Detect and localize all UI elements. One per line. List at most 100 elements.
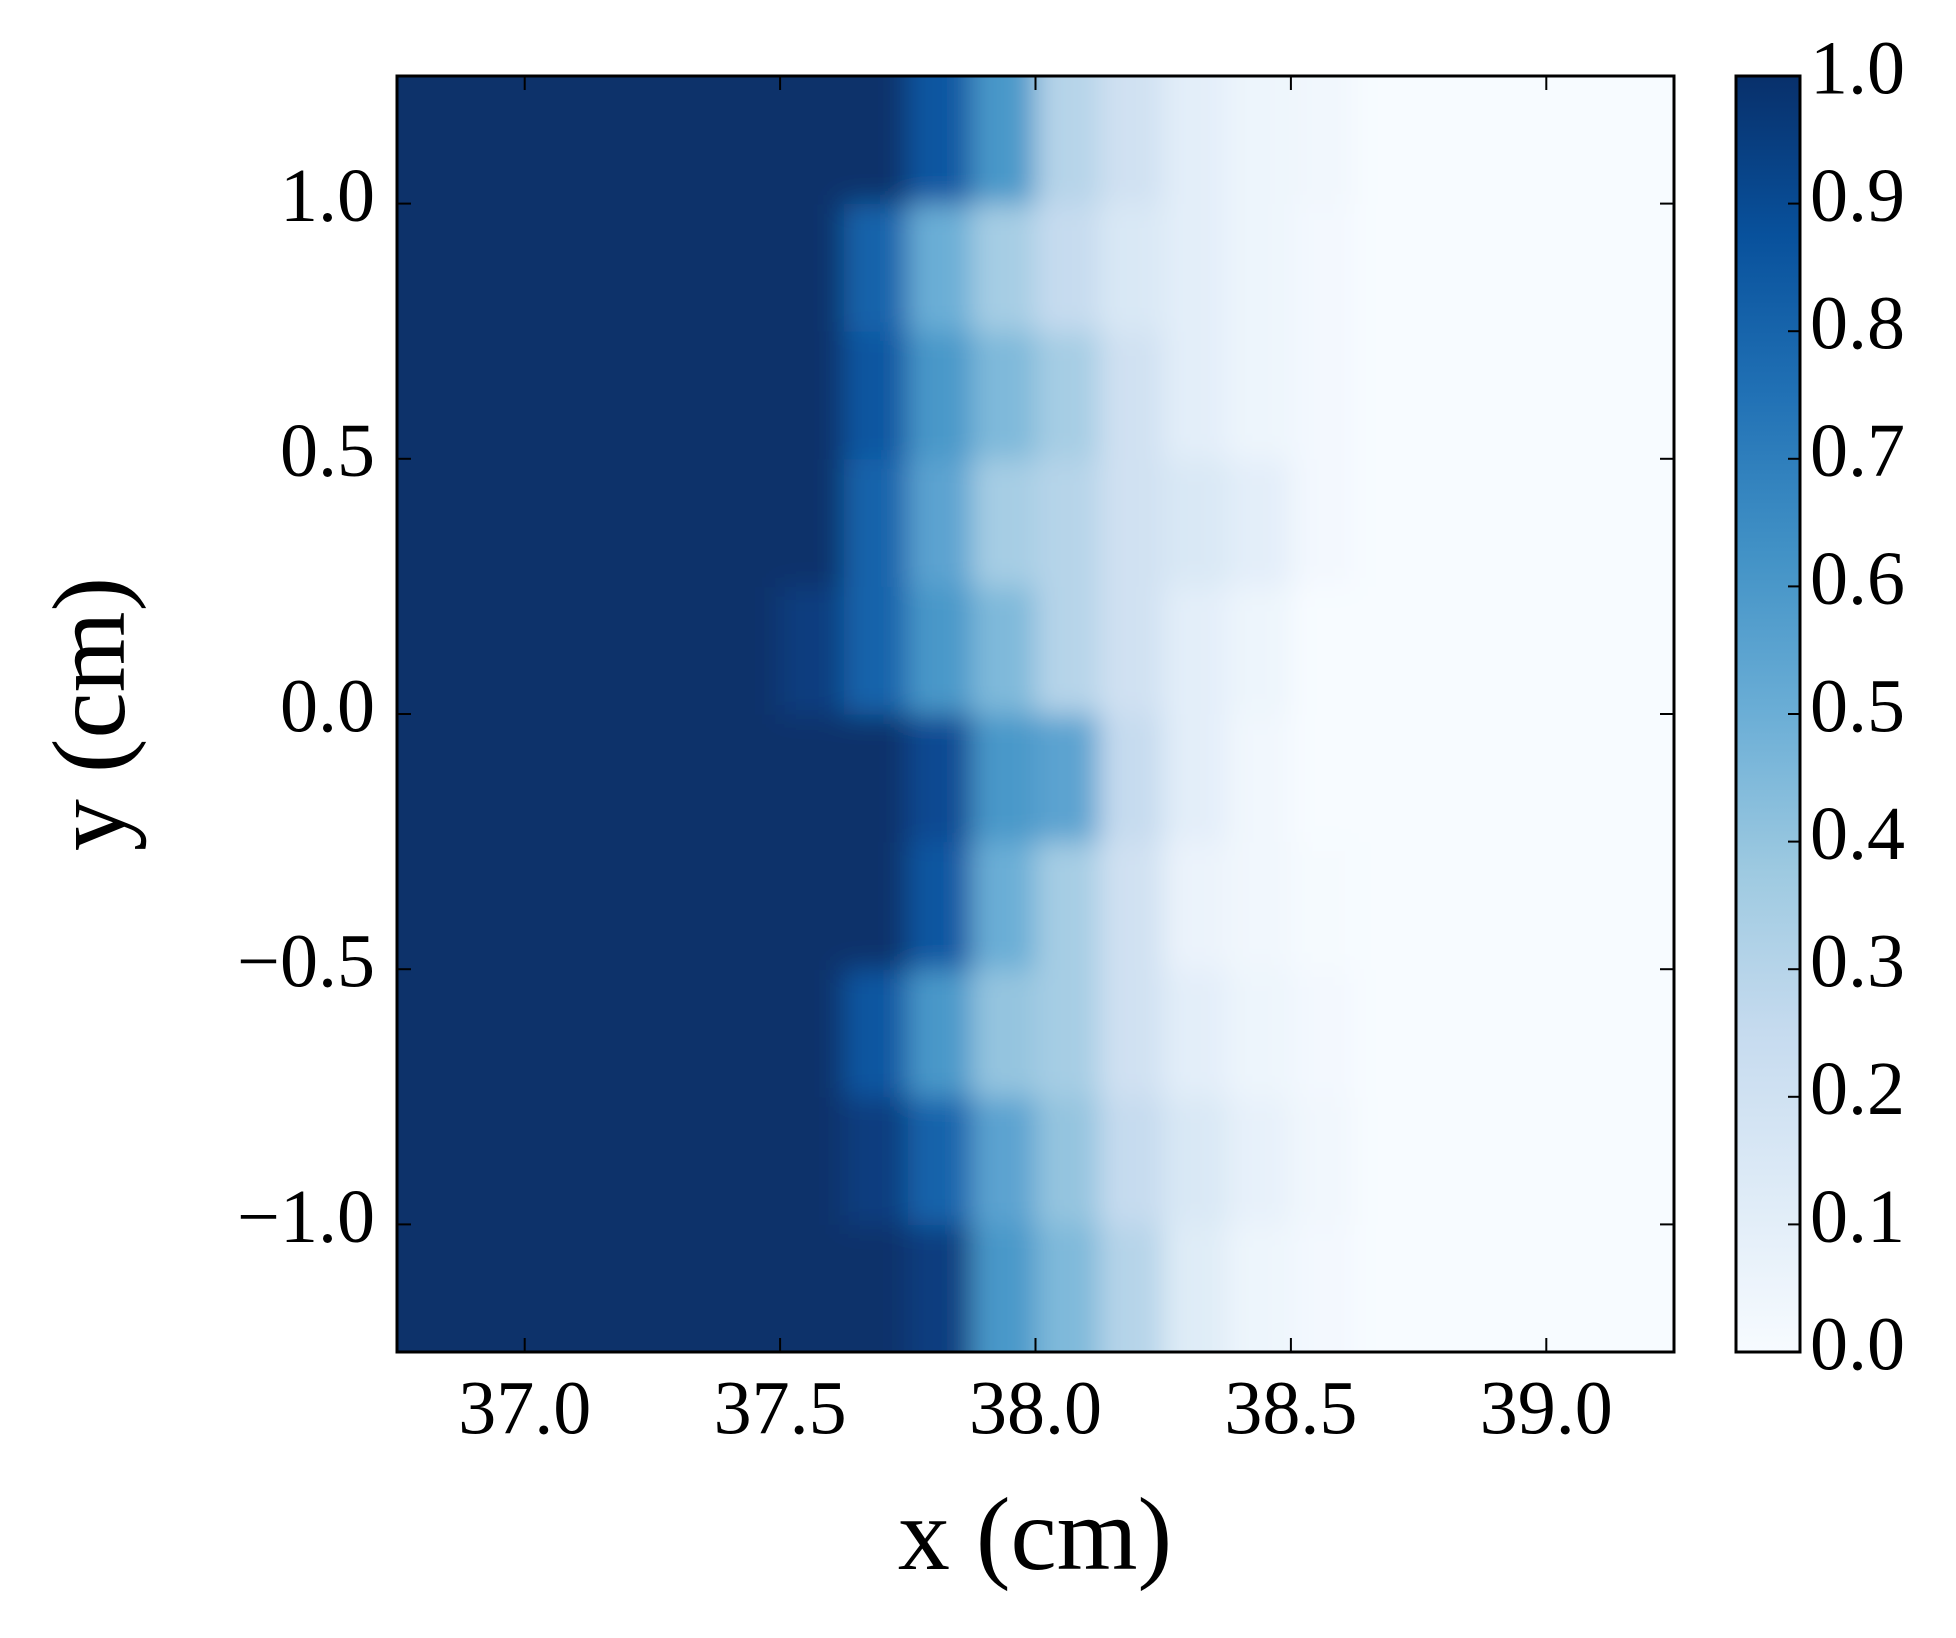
heatmap-cell (780, 331, 845, 460)
heatmap-cell (1290, 76, 1356, 205)
x-tick-label: 37.0 (458, 1366, 591, 1450)
heatmap-cell (1035, 203, 1100, 332)
heatmap-cell (1290, 586, 1356, 715)
y-tick-label: 0.0 (280, 664, 375, 748)
heatmap-cell (1418, 841, 1483, 970)
y-tick-label: −1.0 (237, 1175, 375, 1259)
heatmap-cell (780, 714, 845, 843)
heatmap-cell (971, 714, 1036, 843)
heatmap-cell (1227, 969, 1292, 1098)
heatmap-cell (1354, 331, 1420, 460)
heatmap-cell (1163, 969, 1228, 1098)
heatmap-cell (1354, 841, 1420, 970)
heatmap-cell (1546, 76, 1611, 205)
heatmap-cell (907, 969, 973, 1098)
heatmap-cell (397, 76, 462, 205)
heatmap-cell (588, 331, 653, 460)
heatmap-cell (1035, 458, 1100, 587)
heatmap-cell (907, 1224, 973, 1352)
heatmap-cell (1099, 1096, 1164, 1225)
heatmap-cell (1610, 841, 1674, 970)
heatmap-cell (780, 841, 845, 970)
heatmap-cells (397, 76, 1674, 1352)
heatmap-cell (652, 586, 717, 715)
heatmap-cell (971, 331, 1036, 460)
heatmap-cell (652, 76, 717, 205)
colorbar-tick-label: 0.9 (1810, 154, 1905, 238)
y-tick-label: 1.0 (280, 154, 375, 238)
heatmap-cell (1482, 1224, 1547, 1352)
heatmap-cell (1354, 458, 1420, 587)
heatmap-cell (1546, 203, 1611, 332)
y-axis-label: y (cm) (32, 577, 147, 851)
heatmap (397, 76, 1674, 1352)
colorbar-tick-label: 0.7 (1810, 409, 1905, 493)
heatmap-cell (1418, 458, 1483, 587)
heatmap-cell (460, 1224, 526, 1352)
heatmap-cell (1354, 714, 1420, 843)
heatmap-cell (716, 203, 781, 332)
heatmap-cell (971, 969, 1036, 1098)
heatmap-cell (843, 203, 909, 332)
heatmap-cell (1610, 1096, 1674, 1225)
heatmap-cell (1227, 458, 1292, 587)
heatmap-cell (1418, 714, 1483, 843)
heatmap-cell (1290, 458, 1356, 587)
heatmap-cell (1418, 331, 1483, 460)
heatmap-cell (588, 714, 653, 843)
heatmap-cell (1099, 969, 1164, 1098)
heatmap-cell (1227, 841, 1292, 970)
heatmap-cell (588, 969, 653, 1098)
heatmap-cell (588, 586, 653, 715)
heatmap-cell (1482, 714, 1547, 843)
heatmap-cell (971, 203, 1036, 332)
heatmap-cell (1546, 1224, 1611, 1352)
heatmap-cell (588, 1224, 653, 1352)
heatmap-cell (1035, 841, 1100, 970)
heatmap-cell (1227, 586, 1292, 715)
heatmap-cell (780, 458, 845, 587)
heatmap-cell (1290, 203, 1356, 332)
heatmap-cell (971, 1224, 1036, 1352)
heatmap-cell (1610, 586, 1674, 715)
heatmap-cell (652, 714, 717, 843)
heatmap-cell (1035, 586, 1100, 715)
heatmap-cell (460, 586, 526, 715)
heatmap-cell (1035, 76, 1100, 205)
heatmap-cell (907, 841, 973, 970)
heatmap-cell (1099, 586, 1164, 715)
colorbar-tick-label: 0.2 (1810, 1047, 1905, 1131)
heatmap-cell (460, 76, 526, 205)
heatmap-cell (780, 586, 845, 715)
heatmap-cell (1163, 714, 1228, 843)
colorbar-tick-label: 0.3 (1810, 920, 1905, 1004)
heatmap-cell (1290, 1224, 1356, 1352)
heatmap-cell (588, 458, 653, 587)
heatmap-cell (1163, 458, 1228, 587)
heatmap-cell (1099, 458, 1164, 587)
heatmap-cell (780, 969, 845, 1098)
heatmap-cell (588, 76, 653, 205)
heatmap-cell (843, 714, 909, 843)
heatmap-cell (1418, 76, 1483, 205)
heatmap-cell (716, 586, 781, 715)
heatmap-cell (460, 203, 526, 332)
heatmap-cell (397, 969, 462, 1098)
heatmap-cell (716, 1224, 781, 1352)
heatmap-cell (1163, 1224, 1228, 1352)
heatmap-cell (652, 841, 717, 970)
heatmap-cell (1163, 1096, 1228, 1225)
heatmap-cell (1418, 1224, 1483, 1352)
heatmap-cell (971, 76, 1036, 205)
heatmap-cell (1290, 714, 1356, 843)
heatmap-cell (1610, 76, 1674, 205)
heatmap-cell (1546, 714, 1611, 843)
heatmap-cell (1163, 586, 1228, 715)
heatmap-cell (716, 714, 781, 843)
y-tick-label: −0.5 (237, 920, 375, 1004)
heatmap-cell (1610, 1224, 1674, 1352)
heatmap-cell (1163, 331, 1228, 460)
heatmap-cell (1546, 841, 1611, 970)
heatmap-cell (716, 331, 781, 460)
